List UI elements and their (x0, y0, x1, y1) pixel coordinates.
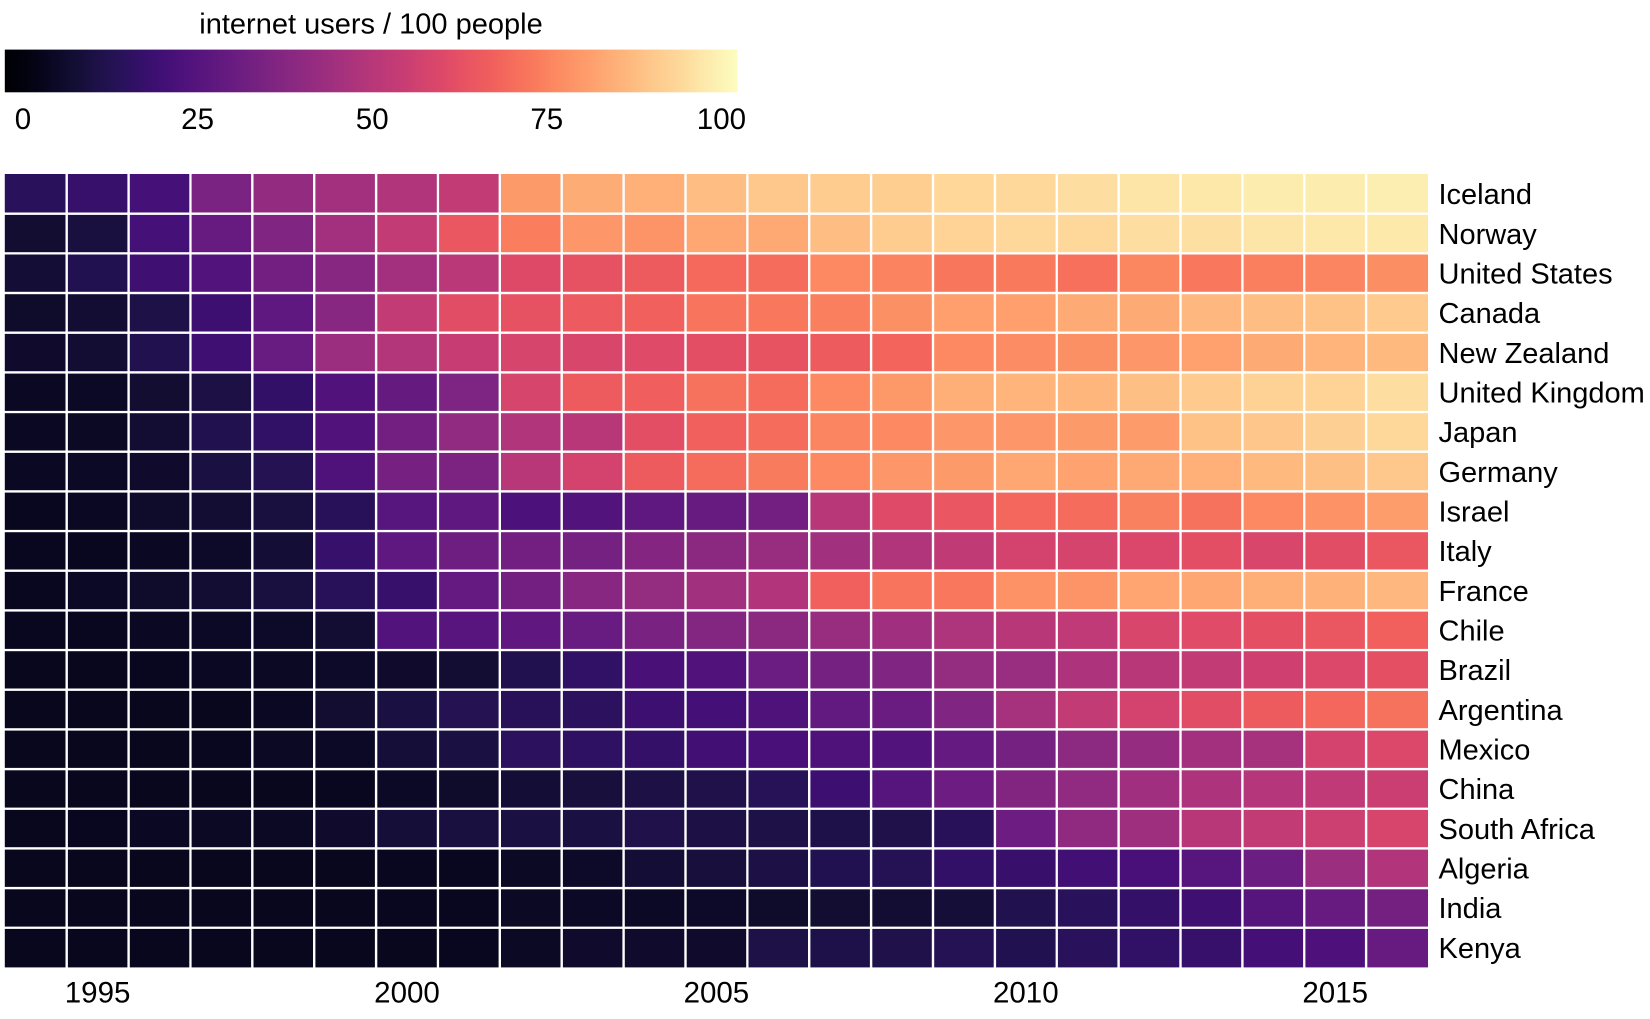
svg-text:France: France (1439, 576, 1529, 608)
svg-text:Italy: Italy (1439, 536, 1493, 568)
svg-text:Argentina: Argentina (1439, 695, 1564, 727)
svg-text:Mexico: Mexico (1439, 735, 1531, 767)
svg-text:Kenya: Kenya (1439, 933, 1522, 965)
svg-text:50: 50 (356, 103, 389, 136)
svg-text:2005: 2005 (684, 977, 750, 1010)
svg-text:Germany: Germany (1439, 457, 1559, 489)
svg-text:Norway: Norway (1439, 219, 1538, 251)
svg-text:New Zealand: New Zealand (1439, 338, 1610, 370)
svg-text:South Africa: South Africa (1439, 814, 1596, 846)
svg-text:0: 0 (15, 103, 31, 136)
svg-text:100: 100 (697, 103, 746, 136)
svg-text:1995: 1995 (65, 977, 131, 1010)
svg-text:United States: United States (1439, 259, 1613, 291)
svg-text:China: China (1439, 774, 1516, 806)
svg-text:2000: 2000 (374, 977, 440, 1010)
svg-text:2015: 2015 (1302, 977, 1368, 1010)
svg-text:Chile: Chile (1439, 616, 1505, 648)
svg-text:India: India (1439, 893, 1503, 925)
svg-text:Canada: Canada (1439, 298, 1541, 330)
svg-text:Israel: Israel (1439, 497, 1510, 529)
svg-text:internet users / 100 people: internet users / 100 people (199, 9, 542, 41)
svg-text:Iceland: Iceland (1439, 179, 1533, 211)
svg-text:25: 25 (181, 103, 214, 136)
svg-text:Japan: Japan (1439, 417, 1518, 449)
svg-text:75: 75 (530, 103, 563, 136)
svg-text:Brazil: Brazil (1439, 655, 1512, 687)
svg-text:United Kingdom: United Kingdom (1439, 378, 1645, 410)
svg-text:2010: 2010 (993, 977, 1059, 1010)
svg-text:Algeria: Algeria (1439, 854, 1530, 886)
